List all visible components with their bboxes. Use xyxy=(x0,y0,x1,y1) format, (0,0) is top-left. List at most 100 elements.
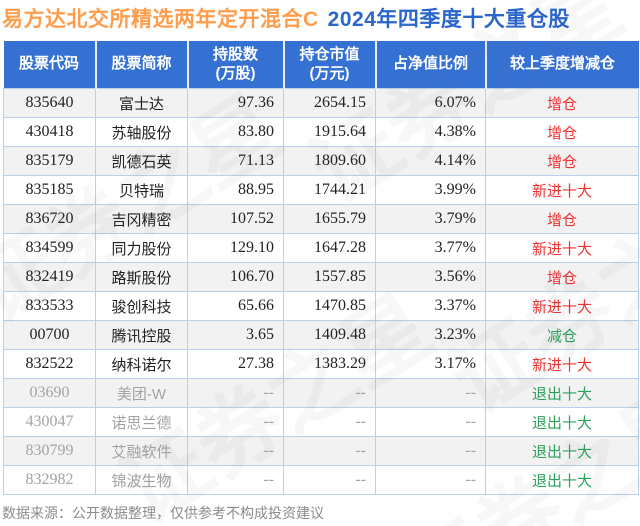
data-source-note: 数据来源：公开数据整理，仅供参考不构成投资建议 xyxy=(2,505,324,521)
ratio-cell: -- xyxy=(375,407,486,437)
market-value-cell: 1655.79 xyxy=(283,204,376,234)
table-row: 832522 纳科诺尔 27.38 1383.29 3.17% 新进十大 xyxy=(3,349,639,379)
shares-cell: 107.52 xyxy=(187,204,284,234)
market-value-cell: 1915.64 xyxy=(283,117,376,147)
col-header-shares-held: 持股数 (万股) xyxy=(187,41,285,89)
stock-code-cell: 835640 xyxy=(3,88,96,118)
market-value-cell: 1383.29 xyxy=(283,349,376,379)
stock-name-cell: 锦波生物 xyxy=(95,465,188,495)
stock-code-cell: 430418 xyxy=(3,117,96,147)
col-header-stock-name: 股票简称 xyxy=(95,41,189,89)
market-value-cell: 1409.48 xyxy=(283,320,376,350)
table-row: 832419 路斯股份 106.70 1557.85 3.56% 增仓 xyxy=(3,262,639,292)
shares-cell: 65.66 xyxy=(187,291,284,321)
shares-cell: -- xyxy=(187,465,284,495)
col-header-label: 持股数 xyxy=(212,45,258,63)
table-row: 835179 凯德石英 71.13 1809.60 4.14% 增仓 xyxy=(3,146,639,176)
shares-cell: 106.70 xyxy=(187,262,284,292)
stock-name-cell: 美团-W xyxy=(95,378,188,408)
ratio-cell: 3.37% xyxy=(375,291,486,321)
market-value-cell: 1557.85 xyxy=(283,262,376,292)
ratio-cell: 3.77% xyxy=(375,233,486,263)
stock-name-cell: 富士达 xyxy=(95,88,188,118)
ratio-cell: 3.79% xyxy=(375,204,486,234)
table-row: 834599 同力股份 129.10 1647.28 3.77% 新进十大 xyxy=(3,233,639,263)
col-header-quarter-change: 较上季度增减仓 xyxy=(485,41,639,89)
shares-cell: -- xyxy=(187,407,284,437)
stock-code-cell: 832419 xyxy=(3,262,96,292)
ratio-cell: -- xyxy=(375,465,486,495)
col-header-label: 较上季度增减仓 xyxy=(509,55,615,73)
stock-name-cell: 苏轴股份 xyxy=(95,117,188,147)
report-period-label: 2024年四季度十大重仓股 xyxy=(327,8,570,31)
stock-name-cell: 凯德石英 xyxy=(95,146,188,176)
ratio-cell: -- xyxy=(375,436,486,466)
change-cell: 增仓 xyxy=(485,146,639,176)
ratio-cell: 3.23% xyxy=(375,320,486,350)
col-header-market-value: 持仓市值 (万元) xyxy=(283,41,377,89)
table-header: 股票代码 股票简称 持股数 (万股) 持仓市值 (万元) 占净值比例 较上季度增… xyxy=(3,41,639,89)
shares-cell: 3.65 xyxy=(187,320,284,350)
market-value-cell: 2654.15 xyxy=(283,88,376,118)
shares-cell: -- xyxy=(187,436,284,466)
holdings-table: 股票代码 股票简称 持股数 (万股) 持仓市值 (万元) 占净值比例 较上季度增… xyxy=(3,41,639,495)
change-cell: 减仓 xyxy=(485,320,639,350)
stock-name-cell: 诺思兰德 xyxy=(95,407,188,437)
stock-code-cell: 832982 xyxy=(3,465,96,495)
table-row: 830799 艾融软件 -- -- -- 退出十大 xyxy=(3,436,639,466)
stock-code-cell: 834599 xyxy=(3,233,96,263)
col-header-label: 股票简称 xyxy=(111,55,172,73)
change-cell: 退出十大 xyxy=(485,436,639,466)
stock-name-cell: 吉冈精密 xyxy=(95,204,188,234)
table-row: 03690 美团-W -- -- -- 退出十大 xyxy=(3,378,639,408)
stock-code-cell: 430047 xyxy=(3,407,96,437)
shares-cell: 83.80 xyxy=(187,117,284,147)
col-header-label: 占净值比例 xyxy=(392,55,468,73)
change-cell: 新进十大 xyxy=(485,291,639,321)
stock-code-cell: 00700 xyxy=(3,320,96,350)
ratio-cell: 4.38% xyxy=(375,117,486,147)
shares-cell: 129.10 xyxy=(187,233,284,263)
market-value-cell: 1744.21 xyxy=(283,175,376,205)
ratio-cell: 4.14% xyxy=(375,146,486,176)
change-cell: 退出十大 xyxy=(485,378,639,408)
stock-name-cell: 艾融软件 xyxy=(95,436,188,466)
change-cell: 新进十大 xyxy=(485,349,639,379)
change-cell: 退出十大 xyxy=(485,465,639,495)
market-value-cell: -- xyxy=(283,436,376,466)
shares-cell: 27.38 xyxy=(187,349,284,379)
col-header-sublabel: (万股) xyxy=(215,64,256,82)
stock-name-cell: 路斯股份 xyxy=(95,262,188,292)
stock-code-cell: 03690 xyxy=(3,378,96,408)
fund-name: 易方达北交所精选两年定开混合C xyxy=(2,8,319,31)
page-title: 易方达北交所精选两年定开混合C 2024年四季度十大重仓股 xyxy=(2,3,570,33)
shares-cell: 71.13 xyxy=(187,146,284,176)
shares-cell: 88.95 xyxy=(187,175,284,205)
table-row: 836720 吉冈精密 107.52 1655.79 3.79% 增仓 xyxy=(3,204,639,234)
stock-name-cell: 纳科诺尔 xyxy=(95,349,188,379)
table-row: 430418 苏轴股份 83.80 1915.64 4.38% 增仓 xyxy=(3,117,639,147)
col-header-label: 持仓市值 xyxy=(299,45,360,63)
change-cell: 退出十大 xyxy=(485,407,639,437)
change-cell: 增仓 xyxy=(485,88,639,118)
stock-name-cell: 贝特瑞 xyxy=(95,175,188,205)
market-value-cell: 1470.85 xyxy=(283,291,376,321)
stock-code-cell: 836720 xyxy=(3,204,96,234)
stock-code-cell: 832522 xyxy=(3,349,96,379)
change-cell: 增仓 xyxy=(485,117,639,147)
stock-name-cell: 骏创科技 xyxy=(95,291,188,321)
market-value-cell: -- xyxy=(283,465,376,495)
col-header-sublabel: (万元) xyxy=(309,64,350,82)
table-row: 430047 诺思兰德 -- -- -- 退出十大 xyxy=(3,407,639,437)
change-cell: 新进十大 xyxy=(485,175,639,205)
market-value-cell: -- xyxy=(283,378,376,408)
ratio-cell: -- xyxy=(375,378,486,408)
stock-code-cell: 830799 xyxy=(3,436,96,466)
stock-name-cell: 同力股份 xyxy=(95,233,188,263)
change-cell: 增仓 xyxy=(485,204,639,234)
col-header-stock-code: 股票代码 xyxy=(3,41,97,89)
change-cell: 增仓 xyxy=(485,262,639,292)
col-header-net-value-ratio: 占净值比例 xyxy=(375,41,487,89)
stock-code-cell: 833533 xyxy=(3,291,96,321)
market-value-cell: -- xyxy=(283,407,376,437)
